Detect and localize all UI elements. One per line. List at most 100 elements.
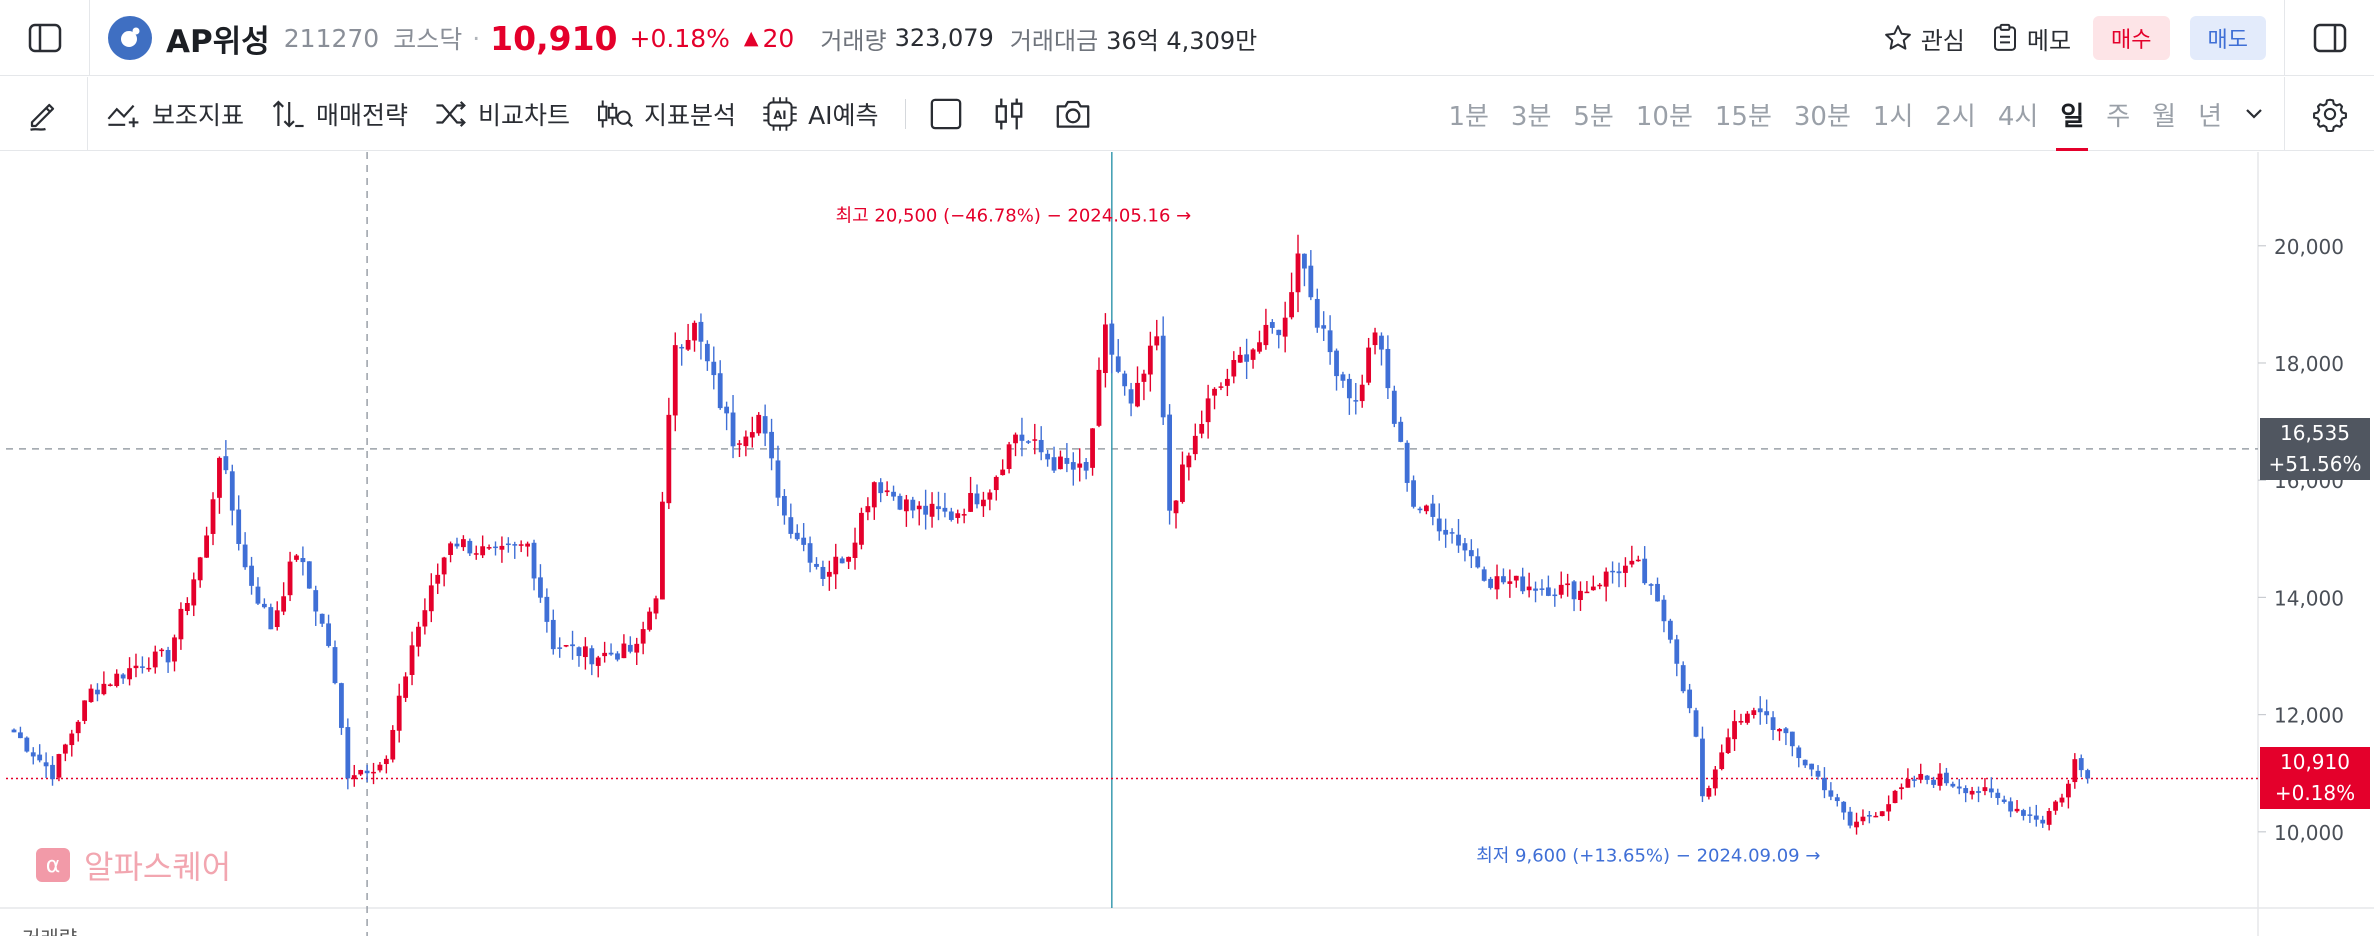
candle-body (1456, 534, 1461, 546)
candle-body (236, 509, 242, 544)
candle-body (217, 457, 222, 498)
interest-label: 관심 (1920, 26, 1965, 55)
alpha-logo-icon: α (36, 848, 70, 882)
buy-button[interactable]: 매수 (2093, 16, 2170, 60)
candle-body (1186, 455, 1192, 468)
candle-body (1282, 317, 1288, 337)
candle-body (1488, 578, 1493, 588)
candle-body (1372, 332, 1378, 346)
candle-body (351, 775, 357, 780)
candle-body (242, 544, 248, 568)
candle-body (1725, 737, 1731, 754)
period-tab-4[interactable]: 15분 (1714, 101, 1772, 132)
candle-body (1905, 779, 1911, 788)
candle-body (1032, 439, 1038, 441)
candle-body (1918, 773, 1924, 780)
candle-body (493, 546, 498, 549)
candle-body (88, 688, 94, 703)
candlestick-icon[interactable] (992, 96, 1026, 132)
period-tab-11[interactable]: 월 (2152, 101, 2177, 132)
period-tab-5[interactable]: 30분 (1793, 101, 1851, 132)
candle-body (1873, 815, 1879, 818)
period-tab-7[interactable]: 2시 (1935, 101, 1976, 132)
candle-body (319, 613, 325, 624)
camera-icon[interactable] (1054, 97, 1092, 131)
candle-body (2046, 811, 2052, 825)
candle-body (287, 561, 293, 596)
period-tab-9[interactable]: 일 (2056, 77, 2089, 151)
volume-value: 323,079 (894, 24, 994, 52)
candle-body (172, 637, 177, 662)
candle-body (1141, 373, 1147, 382)
candle-body (1899, 787, 1904, 790)
candle-body (1590, 586, 1596, 591)
stock-info: AP위성 211270 코스닥 · 10,910 +0.18% ▲ 20 거래량… (108, 0, 1273, 76)
candle-body (936, 506, 941, 510)
ai-predict-button[interactable]: AI AI예측 (762, 96, 879, 132)
draw-tool-button[interactable] (0, 77, 88, 151)
settings-button[interactable] (2284, 77, 2374, 151)
price-chart[interactable]: 10,000 12,000 14,000 16,000 18,000 20,000 최고 2… (0, 152, 2374, 936)
interest-button[interactable]: 관심 (1883, 21, 1965, 56)
indicators-button[interactable]: 보조지표 (106, 96, 244, 132)
candle-body (737, 443, 742, 445)
candle-body (339, 683, 344, 728)
candle-body (1269, 322, 1275, 328)
candle-body (1019, 434, 1025, 441)
period-tab-8[interactable]: 4시 (1997, 101, 2039, 132)
candle-body (602, 652, 608, 657)
candle-body (1103, 324, 1108, 374)
candle-body (1199, 423, 1205, 434)
period-tab-3[interactable]: 10분 (1635, 101, 1693, 132)
candle-body (95, 689, 100, 695)
candle-body (62, 744, 68, 754)
memo-button[interactable]: 메모 (1991, 21, 2071, 56)
candle-body (223, 456, 229, 471)
candle-body (653, 598, 659, 614)
candle-body (1937, 773, 1943, 786)
sidebar-toggle-icon[interactable] (0, 0, 90, 76)
candle-body (1648, 584, 1654, 586)
candle-body (897, 495, 903, 510)
candle-body (1597, 584, 1603, 587)
candle-body (1321, 325, 1327, 329)
candle-body (1468, 550, 1474, 557)
candle-body (358, 770, 364, 775)
candle-body (82, 700, 88, 721)
period-tab-10[interactable]: 주 (2106, 101, 2131, 132)
layout-square-icon[interactable] (928, 96, 964, 132)
toolbar-divider (904, 99, 906, 129)
candle-body (178, 608, 184, 640)
compare-button[interactable]: 비교차트 (434, 96, 570, 132)
candle-body (968, 493, 973, 512)
svg-text:AI: AI (773, 108, 786, 122)
period-tab-6[interactable]: 1시 (1872, 101, 1914, 132)
candle-body (1719, 752, 1725, 770)
candle-body (1680, 665, 1686, 692)
candle-body (120, 674, 126, 679)
candle-body (1250, 349, 1256, 360)
sell-button[interactable]: 매도 (2189, 16, 2266, 60)
candle-body (1796, 747, 1802, 759)
pencil-icon (29, 103, 54, 131)
candle-body (775, 460, 781, 498)
panel-toggle-icon[interactable] (2284, 0, 2374, 76)
ai-predict-label: AI예측 (808, 101, 879, 130)
period-tab-1[interactable]: 3분 (1510, 101, 1552, 132)
candle-body (1501, 576, 1506, 583)
period-tab-2[interactable]: 5분 (1573, 101, 1614, 132)
candle-body (929, 503, 935, 517)
candle-body (1642, 558, 1648, 584)
candle-body (268, 607, 274, 630)
candle-body (1417, 508, 1423, 511)
candle-body (1629, 560, 1635, 565)
candle-body (730, 412, 736, 447)
company-logo-icon (108, 16, 152, 60)
strategy-button[interactable]: 매매전략 (270, 96, 408, 132)
period-tab-12[interactable]: 년 (2198, 101, 2222, 132)
candle-body (1693, 710, 1699, 737)
analysis-button[interactable]: 지표분석 (596, 96, 736, 132)
period-tab-0[interactable]: 1분 (1448, 101, 1489, 132)
chevron-down-icon[interactable] (2244, 107, 2264, 121)
